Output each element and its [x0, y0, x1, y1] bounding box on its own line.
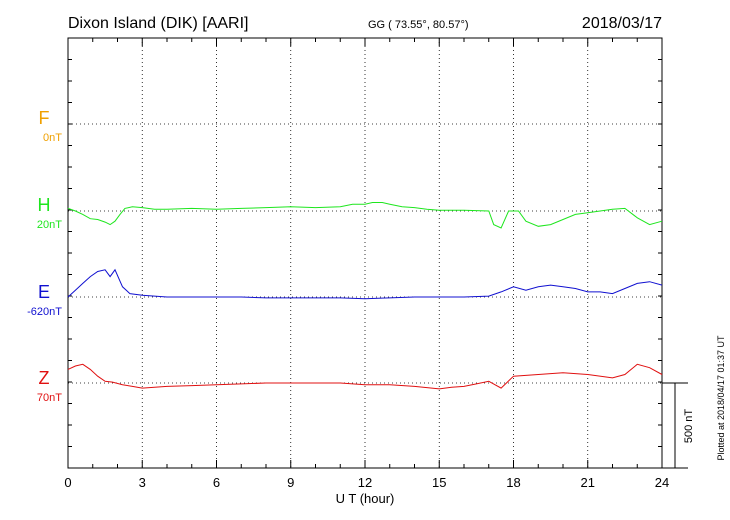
baseline-label-H: 20nT — [37, 219, 62, 231]
plotted-at-note: Plotted at 2018/04/17 01:37 UT — [716, 335, 726, 461]
x-tick-label: 18 — [506, 475, 520, 490]
series-line-E — [67, 268, 663, 300]
x-tick-label: 12 — [358, 475, 372, 490]
x-tick-label: 9 — [287, 475, 294, 490]
x-tick-label: 21 — [581, 475, 595, 490]
x-tick-label: 0 — [64, 475, 71, 490]
series-line-Z — [67, 363, 663, 390]
baseline-label-E: -620nT — [27, 306, 62, 318]
x-axis-ticks — [67, 37, 663, 469]
x-tick-label: 15 — [432, 475, 446, 490]
x-tick-label: 24 — [655, 475, 669, 490]
x-axis-tick-labels: 0 3 6 9 12 15 18 21 24 — [64, 475, 669, 490]
station-coordinates: GG ( 73.55°, 80.57°) — [368, 19, 469, 31]
scale-bar: 500 nT — [662, 382, 695, 469]
channel-label-E: E — [38, 282, 50, 302]
scale-bar-label: 500 nT — [683, 409, 695, 444]
station-title: Dixon Island (DIK) [AARI] — [68, 15, 249, 32]
series-line-H — [67, 202, 663, 229]
channel-label-Z: Z — [39, 368, 50, 388]
x-tick-label: 6 — [213, 475, 220, 490]
x-tick-label: 3 — [139, 475, 146, 490]
baseline-label-Z: 70nT — [37, 392, 62, 404]
date-label: 2018/03/17 — [582, 15, 662, 32]
channel-label-H: H — [38, 195, 51, 215]
x-axis-label: U T (hour) — [336, 491, 395, 506]
baseline-label-F: 0nT — [43, 132, 62, 144]
channel-label-F: F — [39, 108, 50, 128]
grid-lines — [68, 38, 662, 468]
